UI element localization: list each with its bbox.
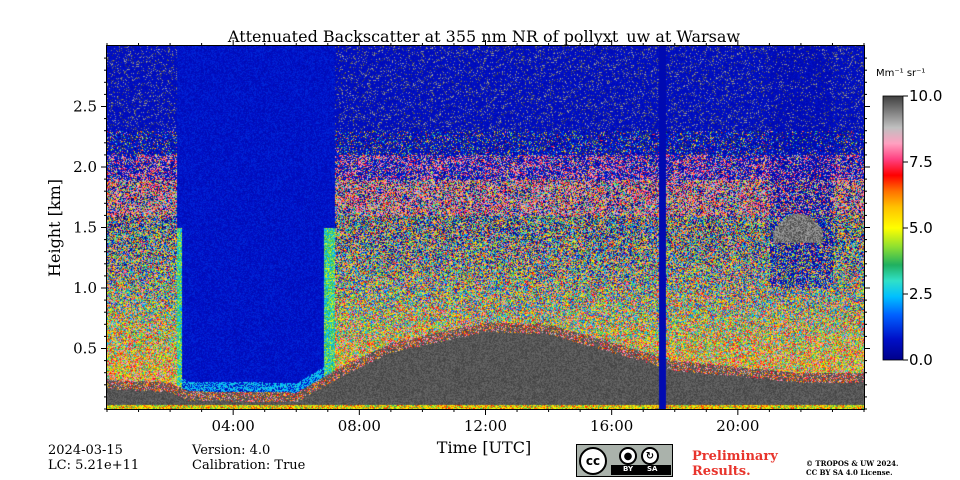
x-tick-label: 04:00: [212, 417, 255, 435]
x-tick-label: 20:00: [716, 417, 759, 435]
y-tick-label: 0.5: [73, 340, 97, 358]
colorbar-tick-label: 7.5: [909, 153, 933, 171]
y-tick-label: 1.0: [73, 279, 97, 297]
x-axis-label: Time [UTC]: [437, 438, 531, 457]
x-axis: 04:00 08:00 12:00 16:00 20:00: [106, 40, 865, 435]
chart-title: Attenuated Backscatter at 355 nm NR of p…: [227, 27, 740, 46]
calibration-text: Calibration: True: [192, 458, 306, 473]
x-tick-label: 08:00: [338, 417, 381, 435]
copyright-line-2: CC BY SA 4.0 License.: [806, 468, 893, 477]
person-icon: ●: [619, 447, 637, 465]
x-tick-label: 16:00: [590, 417, 633, 435]
date-text: 2024-03-15: [48, 443, 123, 458]
preliminary-notice: Preliminary Results.: [692, 449, 778, 479]
backscatter-heatmap: [107, 46, 864, 409]
preliminary-line-1: Preliminary: [692, 449, 778, 464]
colorbar-tick-label: 2.5: [909, 285, 933, 303]
cc-strip: BY SA: [611, 465, 671, 475]
y-tick-label: 2.0: [73, 158, 97, 176]
x-tick-label: 12:00: [464, 417, 507, 435]
colorbar-ticks: 0.0 2.5 5.0 7.5 10.0: [903, 87, 942, 369]
preliminary-line-2: Results.: [692, 464, 751, 479]
version-text: Version: 4.0: [192, 443, 271, 458]
y-axis: 0.5 1.0 1.5 2.0 2.5: [73, 57, 870, 410]
copyright-line-1: © TROPOS & UW 2024.: [806, 459, 899, 468]
colorbar: [882, 95, 904, 361]
colorbar-tick-label: 0.0: [909, 351, 933, 369]
by-label: BY: [623, 465, 634, 473]
cc-icon: cc: [579, 447, 607, 475]
colorbar-tick-label: 5.0: [909, 219, 933, 237]
y-axis-label: Height [km]: [45, 179, 64, 277]
share-alike-icon: ↻: [641, 447, 659, 465]
y-tick-label: 1.5: [73, 219, 97, 237]
cc-license-badge: cc ● ↻ BY SA: [576, 444, 673, 477]
colorbar-tick-label: 10.0: [909, 87, 942, 105]
copyright-notice: © TROPOS & UW 2024. CC BY SA 4.0 License…: [806, 459, 899, 477]
y-tick-label: 2.5: [73, 98, 97, 116]
colorbar-unit: Mm⁻¹ sr⁻¹: [876, 68, 925, 79]
lc-text: LC: 5.21e+11: [48, 458, 140, 473]
sa-label: SA: [647, 465, 658, 473]
